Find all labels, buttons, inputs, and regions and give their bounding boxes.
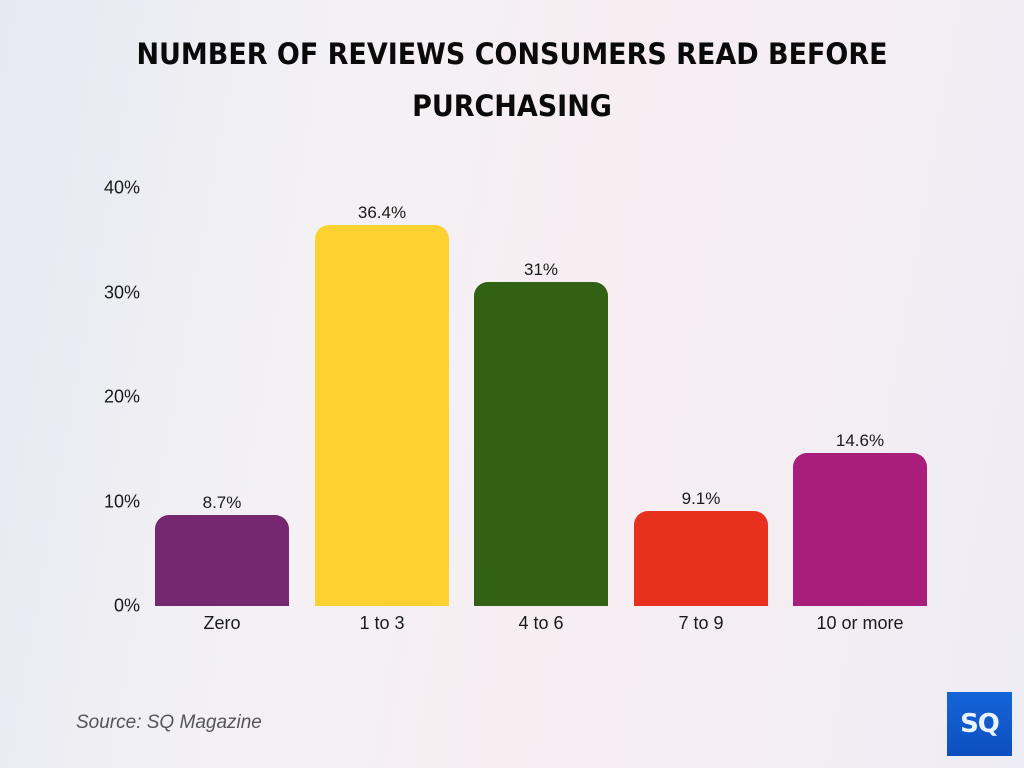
y-tick-40: 40% bbox=[103, 177, 140, 198]
chart-title-line-1: NUMBER OF REVIEWS CONSUMERS READ BEFORE bbox=[136, 37, 888, 71]
x-category-label: Zero bbox=[203, 613, 241, 633]
x-category-label: 1 to 3 bbox=[359, 613, 405, 633]
y-tick-20: 20% bbox=[103, 386, 140, 407]
y-tick-10: 10% bbox=[103, 491, 140, 512]
bar-value-label: 36.4% bbox=[357, 203, 407, 222]
y-tick-0: 0% bbox=[113, 595, 140, 616]
x-category-label: 10 or more bbox=[816, 613, 904, 633]
bar-value-label: 14.6% bbox=[835, 431, 885, 450]
chart-title: NUMBER OF REVIEWS CONSUMERS READ BEFORE … bbox=[36, 28, 988, 132]
bar-4-to-6 bbox=[474, 282, 608, 606]
x-category-label: 4 to 6 bbox=[518, 613, 564, 633]
bar-value-label: 31% bbox=[523, 260, 559, 279]
sq-logo: SQ bbox=[947, 692, 1012, 756]
x-category-label: 7 to 9 bbox=[678, 613, 724, 633]
bar-zero bbox=[155, 515, 289, 606]
y-tick-30: 30% bbox=[103, 282, 140, 303]
bar-10-or-more bbox=[793, 453, 927, 606]
source-note: Source: SQ Magazine bbox=[76, 712, 262, 733]
chart-title-line-2: PURCHASING bbox=[412, 89, 612, 123]
bar-7-to-9 bbox=[634, 511, 768, 606]
logo-text: SQ bbox=[960, 709, 1000, 739]
bar-1-to-3 bbox=[315, 225, 449, 606]
bar-value-label: 8.7% bbox=[202, 493, 242, 512]
bar-value-label: 9.1% bbox=[681, 489, 721, 508]
